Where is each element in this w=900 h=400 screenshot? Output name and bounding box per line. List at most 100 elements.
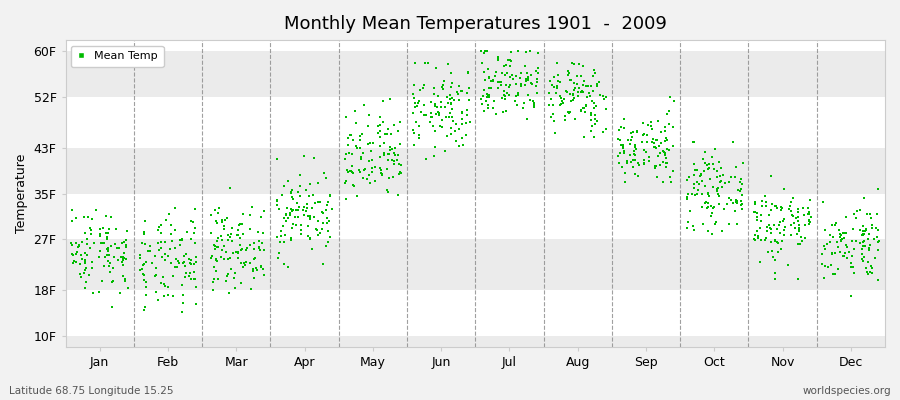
Point bbox=[279, 205, 293, 212]
Point bbox=[682, 208, 697, 214]
Point bbox=[353, 145, 367, 151]
Point bbox=[115, 273, 130, 279]
Point bbox=[354, 156, 368, 162]
Point bbox=[303, 214, 318, 220]
Point bbox=[454, 135, 469, 141]
Point bbox=[436, 86, 450, 92]
Point bbox=[461, 70, 475, 76]
Point bbox=[475, 101, 490, 108]
Point bbox=[392, 128, 406, 134]
Point bbox=[388, 152, 402, 158]
Point bbox=[248, 254, 263, 261]
Point bbox=[239, 245, 254, 251]
Point bbox=[291, 207, 305, 213]
Point bbox=[849, 238, 863, 244]
Point bbox=[662, 108, 677, 114]
Point bbox=[649, 144, 663, 151]
Point bbox=[580, 83, 595, 89]
Bar bbox=[66, 12, 885, 52]
Point bbox=[138, 240, 152, 247]
Point bbox=[576, 62, 590, 69]
Point bbox=[99, 213, 113, 220]
Point bbox=[104, 214, 118, 220]
Point bbox=[167, 227, 182, 233]
Point bbox=[695, 191, 709, 197]
Point bbox=[236, 231, 250, 237]
Point bbox=[178, 270, 193, 276]
Point bbox=[278, 212, 293, 218]
Point bbox=[550, 83, 564, 89]
Point bbox=[301, 233, 315, 240]
Point bbox=[455, 120, 470, 127]
Point bbox=[171, 258, 185, 264]
Point bbox=[495, 108, 509, 115]
Point bbox=[653, 140, 668, 146]
Point bbox=[440, 94, 454, 100]
Point bbox=[438, 104, 453, 110]
Point bbox=[686, 139, 700, 146]
Point bbox=[825, 250, 840, 256]
Point bbox=[140, 248, 155, 255]
Point bbox=[299, 187, 313, 193]
Point bbox=[734, 197, 748, 204]
Point bbox=[211, 238, 225, 244]
Point bbox=[791, 276, 806, 282]
Point bbox=[136, 261, 150, 268]
Point bbox=[148, 253, 162, 259]
Point bbox=[413, 86, 428, 93]
Point bbox=[431, 109, 446, 116]
Point bbox=[801, 205, 815, 211]
Point bbox=[428, 65, 443, 71]
Point bbox=[651, 118, 665, 124]
Point bbox=[285, 221, 300, 227]
Point bbox=[385, 174, 400, 180]
Point bbox=[565, 92, 580, 98]
Point bbox=[775, 205, 789, 212]
Point bbox=[444, 101, 458, 108]
Point bbox=[114, 240, 129, 246]
Point bbox=[444, 131, 458, 137]
Point bbox=[728, 208, 742, 214]
Point bbox=[582, 93, 597, 100]
Point bbox=[768, 237, 782, 243]
Point bbox=[773, 218, 788, 225]
Point bbox=[615, 164, 629, 170]
Point bbox=[802, 216, 816, 223]
Point bbox=[654, 128, 669, 135]
Point bbox=[69, 215, 84, 222]
Point bbox=[573, 72, 588, 79]
Point bbox=[573, 88, 588, 95]
Point bbox=[103, 269, 117, 276]
Point bbox=[187, 205, 202, 212]
Point bbox=[864, 263, 878, 270]
Point bbox=[514, 81, 528, 87]
Point bbox=[584, 82, 598, 89]
Point bbox=[634, 139, 649, 146]
Point bbox=[862, 247, 877, 254]
Point bbox=[658, 124, 672, 130]
Point bbox=[550, 60, 564, 66]
Point bbox=[724, 196, 738, 203]
Point bbox=[832, 226, 846, 233]
Point bbox=[341, 168, 356, 175]
Point bbox=[482, 94, 497, 100]
Point bbox=[530, 90, 544, 96]
Point bbox=[855, 250, 869, 257]
Point bbox=[235, 221, 249, 227]
Point bbox=[387, 150, 401, 156]
Point bbox=[243, 241, 257, 248]
Point bbox=[590, 80, 604, 87]
Point bbox=[644, 126, 659, 132]
Point bbox=[520, 70, 535, 76]
Point bbox=[189, 258, 203, 265]
Point bbox=[481, 66, 495, 72]
Point bbox=[483, 85, 498, 91]
Point bbox=[734, 186, 748, 192]
Point bbox=[542, 102, 556, 108]
Point bbox=[797, 211, 812, 218]
Point bbox=[680, 191, 695, 197]
Point bbox=[246, 268, 260, 274]
Point bbox=[856, 258, 870, 264]
Point bbox=[109, 226, 123, 232]
Point bbox=[411, 132, 426, 139]
